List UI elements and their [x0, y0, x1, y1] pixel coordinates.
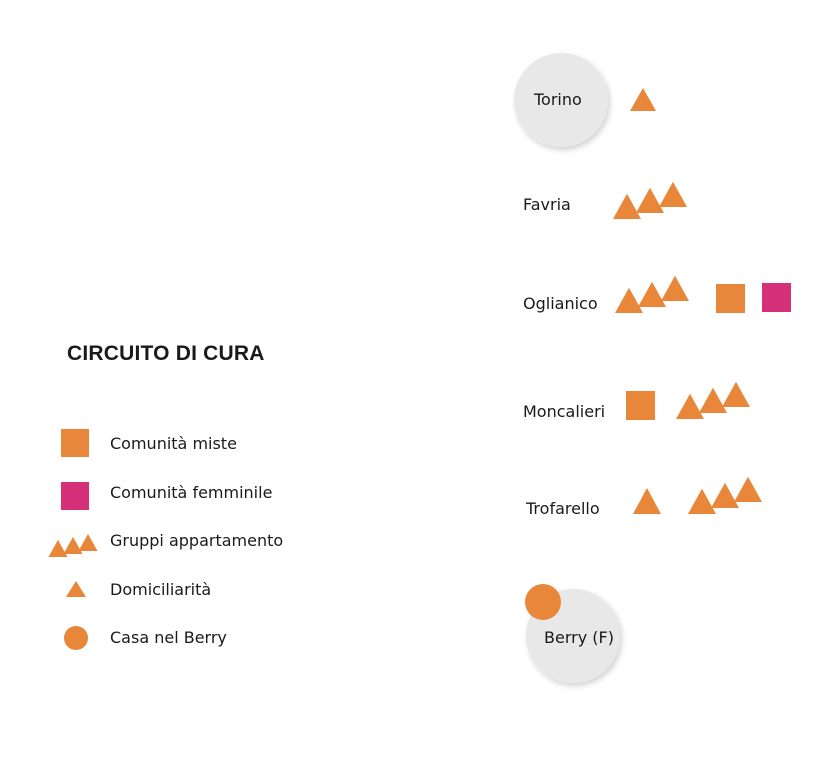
place-torino-label: Torino	[533, 90, 582, 109]
legend-label-comunita-miste: Comunità miste	[110, 434, 237, 453]
place-oglianico-comunita-miste-icon	[716, 284, 745, 313]
place-torino: Torino	[514, 53, 656, 147]
place-favria: Favria	[523, 181, 687, 219]
legend-triangle-single-icon	[66, 581, 86, 597]
legend-triangles-group-icon	[48, 533, 98, 557]
triangle-icon	[676, 393, 704, 419]
place-berry-casa-nel-berry-icon	[525, 584, 561, 620]
triangle-icon	[688, 488, 716, 514]
legend-square-orange-icon	[61, 429, 89, 457]
place-oglianico-comunita-femminile-icon	[762, 283, 791, 312]
triangle-icon	[659, 181, 687, 207]
triangle-icon	[78, 533, 98, 551]
place-trofarello-gruppi-appartamento-icon	[688, 476, 762, 514]
legend-square-pink-icon	[61, 482, 89, 510]
legend-label-casa-nel-berry: Casa nel Berry	[110, 628, 227, 647]
place-berry: Berry (F)	[525, 584, 620, 683]
legend-label-comunita-femminile: Comunità femminile	[110, 483, 272, 502]
triangle-icon	[48, 539, 68, 557]
triangle-icon	[661, 275, 689, 301]
legend-circle-orange-icon	[64, 626, 88, 650]
triangle-icon	[734, 476, 762, 502]
legend-label-domiciliarita: Domiciliarità	[110, 580, 211, 599]
place-moncalieri-gruppi-appartamento-icon	[676, 381, 750, 419]
place-moncalieri-comunita-miste-icon	[626, 391, 655, 420]
triangle-icon	[722, 381, 750, 407]
legend-title: CIRCUITO DI CURA	[67, 342, 265, 365]
place-moncalieri: Moncalieri	[523, 381, 750, 421]
triangle-icon	[636, 187, 664, 213]
place-favria-gruppi-appartamento-icon	[613, 181, 687, 219]
place-oglianico-gruppi-appartamento-icon	[615, 275, 689, 313]
legend-label-gruppi-appartamento: Gruppi appartamento	[110, 531, 283, 550]
place-favria-label: Favria	[523, 195, 571, 214]
place-oglianico: Oglianico	[523, 275, 791, 313]
triangle-icon	[613, 193, 641, 219]
place-trofarello: Trofarello	[525, 476, 762, 518]
place-moncalieri-label: Moncalieri	[523, 402, 605, 421]
triangle-icon	[699, 387, 727, 413]
place-oglianico-label: Oglianico	[523, 294, 598, 313]
triangle-icon	[63, 536, 83, 554]
triangle-icon	[638, 281, 666, 307]
legend: CIRCUITO DI CURA Comunità miste Comunità…	[48, 342, 283, 650]
place-berry-label: Berry (F)	[544, 628, 614, 647]
place-trofarello-label: Trofarello	[525, 499, 600, 518]
triangle-icon	[615, 287, 643, 313]
triangle-icon	[711, 482, 739, 508]
place-torino-domiciliarita-icon	[630, 88, 656, 111]
place-torino-bubble	[514, 53, 608, 147]
place-trofarello-domiciliarita-icon	[633, 488, 661, 514]
